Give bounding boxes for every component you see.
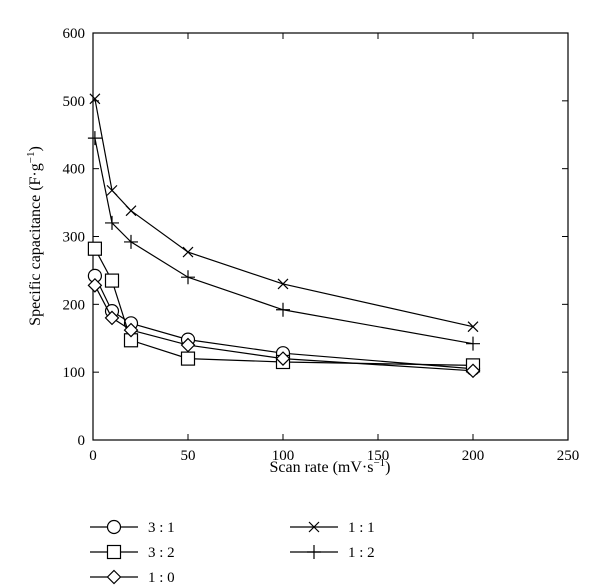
y-axis-title: Specific capacitance (F·g−1) [25,146,44,326]
x-axis-title: Scan rate (mV·s−1) [269,457,390,476]
x-tick-label: 200 [462,448,485,464]
legend-item-1-1: 1 : 1 [290,520,375,536]
data-point-1-1 [277,278,289,290]
series-line-1-1 [94,98,474,328]
series-3-2 [87,241,481,373]
legend: 3 : 1 3 : 2 1 : 0 1 : 1 1 : 2 [90,519,375,586]
legend-label: 3 : 2 [148,545,175,561]
data-point-1-0 [275,351,291,366]
data-point-1-2 [181,270,195,285]
data-point-1-1 [106,184,118,196]
legend-label: 1 : 2 [348,545,375,561]
data-point-1-0 [465,363,481,379]
axes: 0 50 100 150 200 250 0 100 200 300 400 500 600 [63,26,580,464]
series-1-0 [87,277,481,379]
y-tick-label: 0 [78,433,86,449]
legend-item-1-2: 1 : 2 [290,545,375,561]
legend-marker [106,569,122,585]
legend-marker [307,545,321,559]
data-point-3-2 [87,241,103,256]
data-point-3-2 [180,351,196,366]
legend-item-3-2: 3 : 2 [90,544,175,561]
data-point-1-1 [182,246,194,258]
y-tick-label: 200 [63,297,86,313]
data-point-1-0 [180,337,196,353]
y-tick-label: 600 [63,26,86,42]
data-point-1-2 [276,302,290,317]
data-point-1-1 [467,321,479,333]
legend-item-1-0: 1 : 0 [90,569,175,586]
data-point-1-1 [125,205,137,217]
y-tick-label: 400 [63,162,86,178]
x-tick-label: 250 [557,448,580,464]
y-tick-label: 500 [63,94,86,110]
legend-marker [308,521,320,533]
legend-label: 1 : 1 [348,520,375,536]
data-point-1-0 [104,310,120,326]
data-point-1-0 [123,322,139,338]
data-point-1-1 [89,93,101,105]
legend-marker [106,544,122,560]
x-tick-label: 100 [272,448,295,464]
data-point-1-2 [87,131,102,146]
x-tick-label: 150 [367,448,390,464]
legend-marker [106,519,122,535]
x-tick-label: 0 [89,448,97,464]
series-line-1-2 [94,138,474,345]
x-tick-label: 50 [181,448,196,464]
data-point-3-2 [104,273,120,288]
series-layer [87,93,481,379]
legend-label: 1 : 0 [148,570,175,586]
data-point-1-2 [105,215,119,230]
data-point-1-2 [466,336,480,351]
series-1-2 [87,131,480,351]
series-line-1-0 [94,285,474,372]
legend-label: 3 : 1 [148,520,175,536]
data-point-1-0 [87,277,103,293]
plot-frame [92,32,569,441]
y-tick-label: 300 [63,230,86,246]
y-tick-label: 100 [63,365,86,381]
series-1-1 [89,93,479,333]
legend-item-3-1: 3 : 1 [90,519,175,536]
data-point-1-2 [124,234,138,249]
